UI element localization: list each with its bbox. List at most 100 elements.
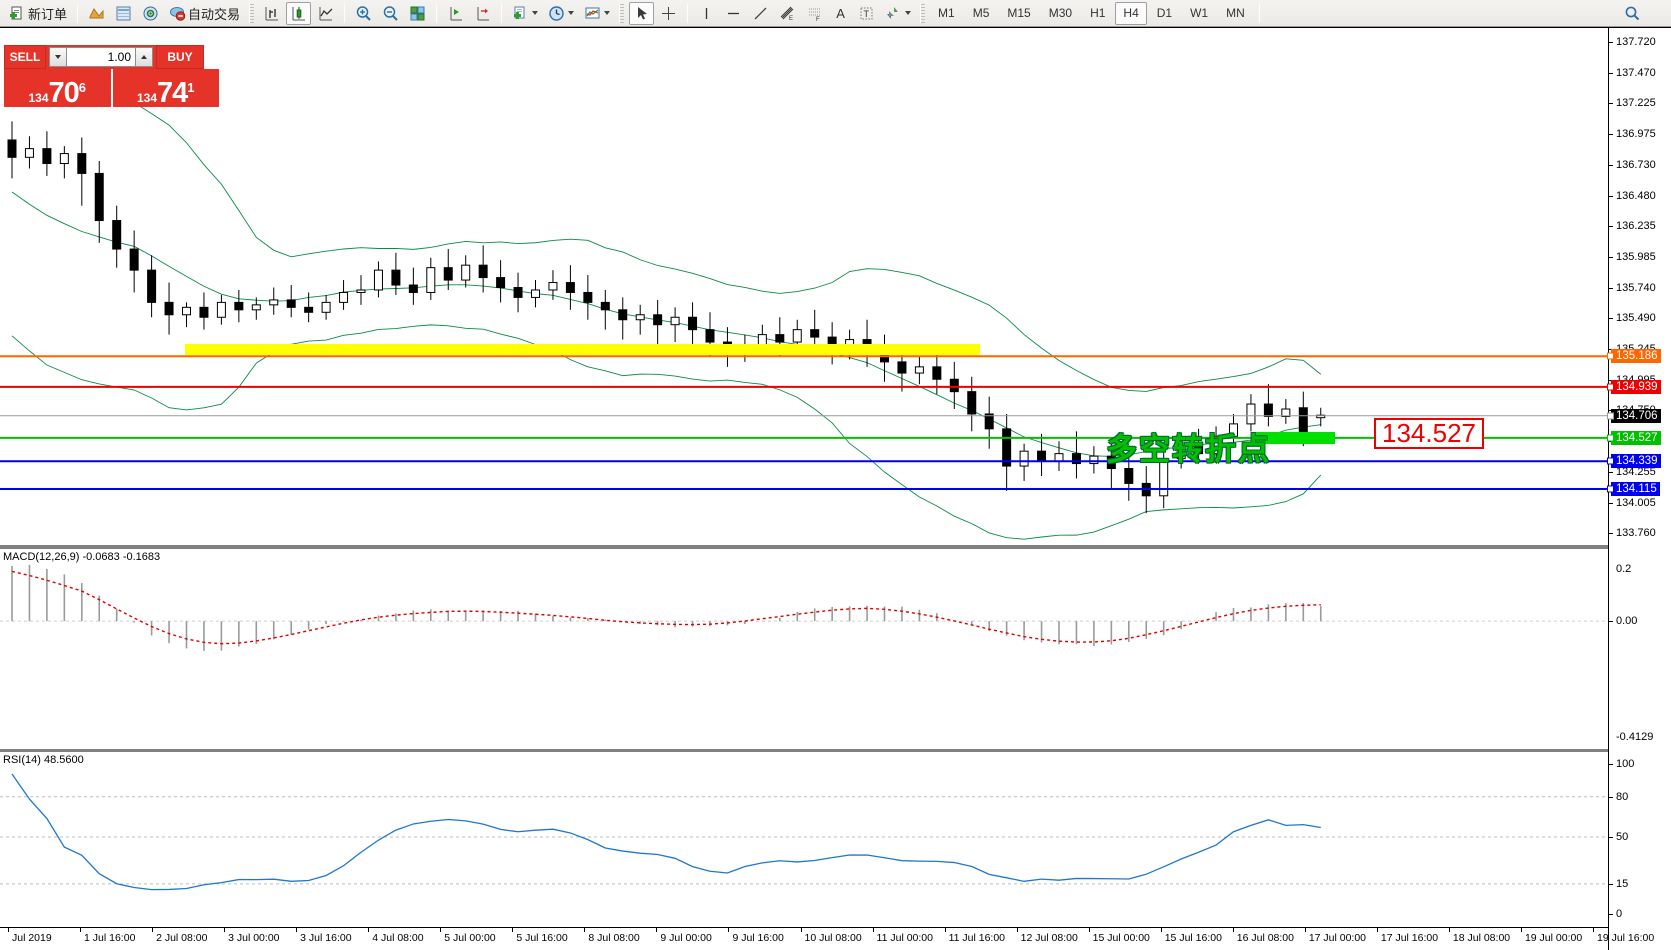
- chevron-down-icon-2[interactable]: [568, 11, 575, 15]
- crosshair-button[interactable]: [656, 2, 681, 25]
- price-level-handle[interactable]: [1607, 485, 1614, 493]
- candlestick-icon: [290, 5, 307, 22]
- pane-divider-1[interactable]: [0, 545, 1608, 549]
- line-chart-icon: [317, 5, 334, 22]
- price-level-label-134-939[interactable]: 134.939: [1607, 379, 1661, 394]
- toolbar-grip-2[interactable]: [619, 3, 625, 23]
- volume-input[interactable]: 1.00: [67, 47, 135, 67]
- cursor-button[interactable]: [629, 1, 655, 25]
- chevron-down-icon-3[interactable]: [604, 11, 611, 15]
- auto-scroll-button[interactable]: [470, 2, 495, 25]
- price-level-label-135-186[interactable]: 135.186: [1607, 349, 1661, 364]
- equidistant-channel-button[interactable]: E: [775, 2, 800, 25]
- line-chart-button[interactable]: [313, 2, 338, 25]
- price-level-label-134-527[interactable]: 134.527: [1607, 430, 1661, 445]
- price-tick: [1609, 257, 1613, 259]
- indicators-button[interactable]: [84, 2, 109, 25]
- autotrading-button[interactable]: 自动交易: [165, 2, 244, 25]
- indicators-icon: [88, 5, 105, 22]
- zoom-out-button[interactable]: [378, 2, 403, 25]
- timeframe-m30-button[interactable]: M30: [1048, 6, 1073, 20]
- chart-area[interactable]: GBPJPY-,H4 134.686 134.765 134.624 134.7…: [0, 27, 1671, 950]
- timeframe-m1-button[interactable]: M1: [938, 6, 955, 20]
- time-tick-label: 2 Jul 08:00: [156, 932, 208, 944]
- time-scale[interactable]: Jul 2019 1 Jul 16:00 2 Jul 08:00 3 Jul 00:0…: [0, 927, 1654, 949]
- buy-price-display[interactable]: 134 74 1: [110, 69, 219, 108]
- timeframe-m5-button[interactable]: M5: [972, 6, 990, 20]
- timeframe-w1-button[interactable]: W1: [1190, 6, 1209, 20]
- green-entry-zone[interactable]: [1255, 431, 1335, 444]
- horizontal-line-button[interactable]: [721, 2, 746, 25]
- sell-price-display[interactable]: 134 70 6: [4, 69, 111, 108]
- bar-chart-icon: [263, 5, 280, 22]
- price-level-handle[interactable]: [1607, 457, 1614, 465]
- price-tick: [1609, 72, 1613, 74]
- time-tick-label: 15 Jul 00:00: [1092, 932, 1150, 944]
- chinese-annotation[interactable]: 多空转折点: [1106, 432, 1271, 467]
- indicator-list-button[interactable]: [580, 2, 614, 25]
- volume-up-button[interactable]: [135, 47, 153, 67]
- toolbar-grip[interactable]: [249, 3, 255, 23]
- price-level-handle[interactable]: [1607, 434, 1614, 442]
- arrows-button[interactable]: [881, 2, 915, 25]
- candlestick-chart-button[interactable]: [286, 1, 312, 25]
- macd-pane[interactable]: MACD(12,26,9) -0.0683 -0.1683: [0, 549, 1608, 749]
- template-button[interactable]: [508, 2, 542, 25]
- bar-chart-button[interactable]: [259, 2, 284, 25]
- timeframe-m15-button[interactable]: M15: [1007, 6, 1031, 20]
- price-level-label-134-706[interactable]: 134.706: [1607, 408, 1661, 423]
- navigator-button[interactable]: [138, 2, 163, 25]
- timeframe-h1-button[interactable]: H1: [1090, 6, 1106, 20]
- chevron-down-icon[interactable]: [532, 11, 539, 15]
- price-callout-box[interactable]: 134.527: [1374, 417, 1484, 450]
- fibonacci-button[interactable]: F: [802, 2, 827, 25]
- volume-control[interactable]: 1.00: [46, 45, 156, 69]
- time-tick-label: 3 Jul 00:00: [228, 932, 280, 944]
- period-button[interactable]: [544, 2, 578, 25]
- timeframe-d1-button[interactable]: D1: [1156, 6, 1173, 20]
- arrows-icon: [885, 5, 902, 22]
- trendline-button[interactable]: [748, 2, 773, 25]
- chevron-down-icon-4[interactable]: [905, 11, 912, 15]
- timeframe-h4-button[interactable]: H4: [1115, 1, 1147, 25]
- zoom-in-button[interactable]: [351, 2, 376, 25]
- search-button[interactable]: [1620, 2, 1645, 25]
- price-level-handle[interactable]: [1607, 383, 1614, 391]
- price-scale[interactable]: 137.720 137.470 137.225 136.975 136.730 136.4…: [1607, 28, 1671, 950]
- price-tick-label: 133.760: [1616, 527, 1656, 539]
- toolbar-grip-3[interactable]: [920, 3, 926, 23]
- toolbar-separator-3: [436, 3, 438, 23]
- main-toolbar: 新订单: [0, 0, 1671, 27]
- data-window-button[interactable]: [111, 2, 136, 25]
- vertical-line-button[interactable]: [694, 2, 719, 25]
- price-tick: [1609, 502, 1613, 504]
- price-level-handle[interactable]: [1607, 412, 1614, 420]
- price-pane[interactable]: 多空转折点 134.527: [0, 28, 1608, 545]
- time-tick: [800, 928, 802, 932]
- time-tick-label: 16 Jul 08:00: [1236, 932, 1294, 944]
- cursor-icon: [633, 5, 650, 22]
- rsi-pane[interactable]: RSI(14) 48.5600: [0, 752, 1608, 922]
- text-button[interactable]: A: [829, 2, 852, 25]
- macd-label: MACD(12,26,9) -0.0683 -0.1683: [3, 551, 161, 563]
- yellow-supply-zone[interactable]: [185, 343, 980, 355]
- time-tick: [1448, 928, 1450, 932]
- price-level-label-134-339[interactable]: 134.339: [1607, 454, 1661, 469]
- one-click-trading-panel[interactable]: SELL 1.00 BUY 134 70 6 134 74 1: [4, 45, 219, 108]
- volume-down-button[interactable]: [49, 47, 67, 67]
- pane-divider-2[interactable]: [0, 749, 1608, 753]
- buy-button[interactable]: BUY: [156, 45, 204, 69]
- price-level-label-134-115[interactable]: 134.115: [1607, 481, 1660, 496]
- new-order-button[interactable]: 新订单: [5, 2, 71, 25]
- sell-button[interactable]: SELL: [4, 45, 46, 69]
- chevron-down-icon-volume: [55, 55, 61, 59]
- timeframe-mn-button[interactable]: MN: [1226, 6, 1245, 20]
- price-tick-label: 135.490: [1616, 312, 1656, 325]
- price-level-handle[interactable]: [1607, 352, 1614, 360]
- text-label-button[interactable]: T: [854, 2, 879, 25]
- tile-windows-button[interactable]: [405, 2, 430, 25]
- price-tick: [1609, 134, 1613, 136]
- shift-end-button[interactable]: [443, 2, 468, 25]
- rsi-label: RSI(14) 48.5600: [3, 754, 84, 766]
- time-tick-label: 5 Jul 00:00: [444, 932, 496, 944]
